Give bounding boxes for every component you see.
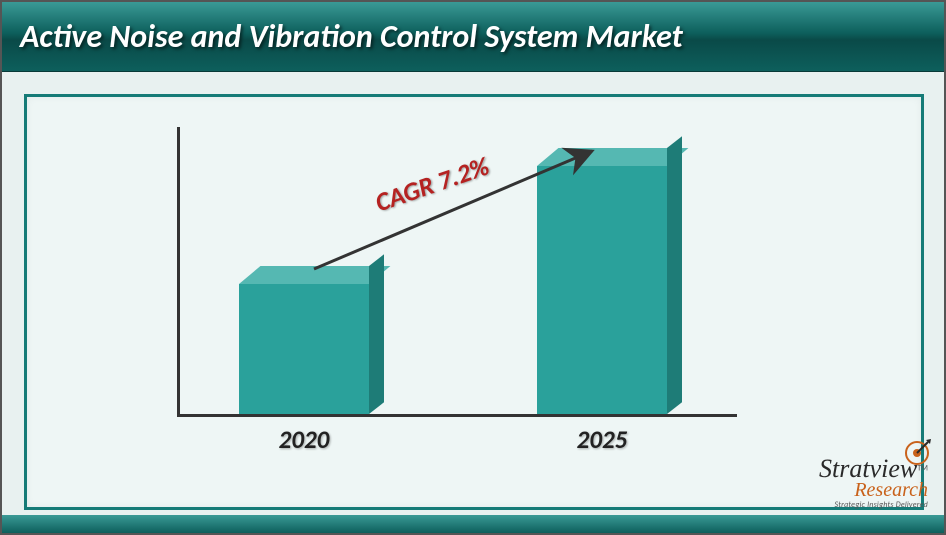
slide-title: Active Noise and Vibration Control Syste… [20, 17, 683, 56]
chart-panel: CAGR 7.2% 2020 2025 [24, 94, 924, 510]
logo-brand-sub: Research [819, 480, 928, 500]
logo-tagline: Strategic Insights Delivered [819, 501, 928, 509]
logo-target-icon [902, 438, 932, 468]
chart-area: CAGR 7.2% 2020 2025 [177, 127, 737, 457]
slide-body: CAGR 7.2% 2020 2025 StratviewTM Research… [2, 72, 944, 533]
slide-root: Active Noise and Vibration Control Syste… [0, 0, 946, 535]
x-label-2020: 2020 [279, 424, 330, 455]
x-label-2025: 2025 [577, 424, 628, 455]
footer-accent-bar [2, 515, 944, 533]
slide-header: Active Noise and Vibration Control Syste… [2, 2, 944, 72]
brand-logo: StratviewTM Research Strategic Insights … [819, 456, 928, 509]
